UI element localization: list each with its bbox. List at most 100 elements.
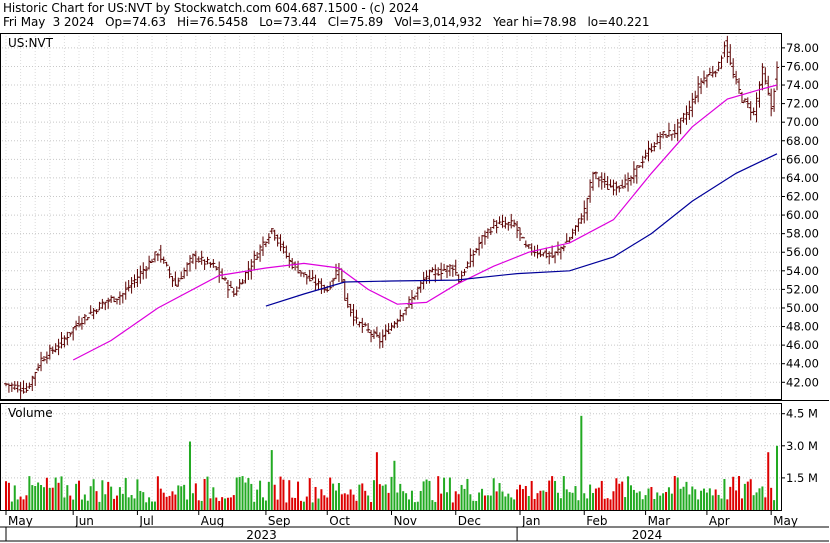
price-bar bbox=[436, 267, 441, 276]
price-bar bbox=[675, 118, 680, 142]
price-bar bbox=[205, 256, 210, 265]
volume-bar bbox=[212, 487, 215, 510]
price-bar bbox=[696, 76, 701, 103]
volume-bar bbox=[297, 481, 300, 510]
price-bar bbox=[664, 133, 669, 138]
price-bar bbox=[555, 241, 560, 256]
volume-bar bbox=[302, 501, 305, 510]
price-bar bbox=[44, 351, 49, 364]
volume-bar bbox=[232, 495, 235, 510]
price-bar bbox=[334, 263, 339, 280]
price-bar bbox=[126, 280, 131, 292]
volume-bar bbox=[463, 488, 466, 510]
price-bar bbox=[605, 176, 610, 190]
price-bar bbox=[669, 133, 674, 141]
volume-bar bbox=[697, 499, 700, 510]
price-bar bbox=[316, 278, 321, 291]
price-bar bbox=[497, 216, 502, 225]
volume-bar bbox=[367, 495, 370, 510]
price-bar bbox=[82, 313, 87, 325]
price-bar bbox=[646, 140, 651, 162]
volume-bar bbox=[305, 496, 308, 510]
volume-bar bbox=[410, 490, 413, 510]
volume-bar bbox=[711, 495, 714, 510]
volume-bar bbox=[75, 483, 78, 510]
volume-bar bbox=[168, 495, 171, 510]
volume-bar bbox=[629, 485, 632, 510]
volume-bar bbox=[183, 484, 186, 510]
month-label: May bbox=[8, 514, 33, 528]
price-bar bbox=[380, 329, 385, 348]
volume-bar bbox=[551, 476, 554, 510]
volume-bar bbox=[381, 485, 384, 510]
volume-bar bbox=[104, 494, 107, 510]
volume-bar bbox=[662, 493, 665, 510]
volume-bar bbox=[159, 488, 162, 510]
volume-bar bbox=[475, 500, 478, 510]
volume-bar bbox=[136, 479, 139, 510]
volume-bar bbox=[95, 491, 98, 510]
volume-bar bbox=[60, 476, 63, 510]
volume-bar bbox=[416, 501, 419, 510]
price-bar bbox=[728, 44, 733, 66]
volume-bar bbox=[130, 495, 133, 510]
price-bar bbox=[488, 226, 493, 236]
price-bar bbox=[576, 218, 581, 232]
price-bar bbox=[290, 258, 295, 270]
volume-bar bbox=[80, 499, 83, 510]
volume-bar bbox=[451, 502, 454, 510]
price-bar bbox=[103, 301, 108, 311]
volume-bar bbox=[124, 478, 127, 510]
price-bar bbox=[354, 309, 359, 324]
volume-bar bbox=[749, 479, 752, 510]
volume-bar bbox=[638, 491, 641, 510]
volume-bar bbox=[279, 476, 282, 510]
volume-bar bbox=[378, 484, 381, 510]
price-tick-label: 78.00 bbox=[786, 41, 819, 55]
volume-bar bbox=[151, 501, 154, 510]
volume-title: Volume bbox=[8, 406, 53, 420]
price-bar bbox=[12, 381, 17, 391]
price-bar bbox=[707, 67, 712, 76]
volume-bar bbox=[443, 477, 446, 510]
volume-bar bbox=[665, 491, 668, 510]
price-bar bbox=[593, 171, 598, 180]
volume-bar bbox=[393, 460, 396, 510]
price-bar bbox=[611, 179, 616, 196]
price-bar bbox=[585, 197, 590, 221]
volume-bar bbox=[335, 490, 338, 510]
price-bar bbox=[526, 244, 531, 249]
volume-bar bbox=[241, 476, 244, 510]
price-tick-label: 68.00 bbox=[786, 134, 819, 148]
volume-bar bbox=[110, 486, 113, 510]
price-bar bbox=[281, 241, 286, 254]
price-bar bbox=[9, 382, 14, 392]
volume-bar bbox=[603, 498, 606, 510]
volume-bar bbox=[434, 501, 437, 510]
price-bar bbox=[491, 218, 496, 229]
price-bar bbox=[129, 277, 134, 294]
volume-bar bbox=[486, 495, 489, 510]
volume-bar bbox=[253, 501, 256, 510]
price-bar bbox=[255, 252, 260, 260]
price-bar bbox=[249, 259, 254, 280]
price-bar bbox=[193, 250, 198, 270]
price-bar bbox=[179, 271, 184, 280]
volume-bar bbox=[472, 500, 475, 510]
volume-bar bbox=[702, 488, 705, 510]
volume-bar bbox=[673, 475, 676, 510]
volume-bar bbox=[299, 500, 302, 510]
month-label: Jun bbox=[74, 514, 94, 528]
volume-bar bbox=[337, 483, 340, 510]
price-bar bbox=[56, 338, 61, 356]
volume-bar bbox=[346, 494, 349, 510]
price-bar bbox=[301, 272, 306, 278]
volume-bar bbox=[89, 486, 92, 510]
volume-bar bbox=[589, 484, 592, 510]
price-bar bbox=[558, 246, 563, 260]
volume-bar bbox=[615, 478, 618, 510]
price-bar bbox=[36, 363, 41, 372]
price-tick-label: 62.00 bbox=[786, 189, 819, 203]
month-label: Oct bbox=[329, 514, 350, 528]
volume-bar bbox=[592, 493, 595, 510]
